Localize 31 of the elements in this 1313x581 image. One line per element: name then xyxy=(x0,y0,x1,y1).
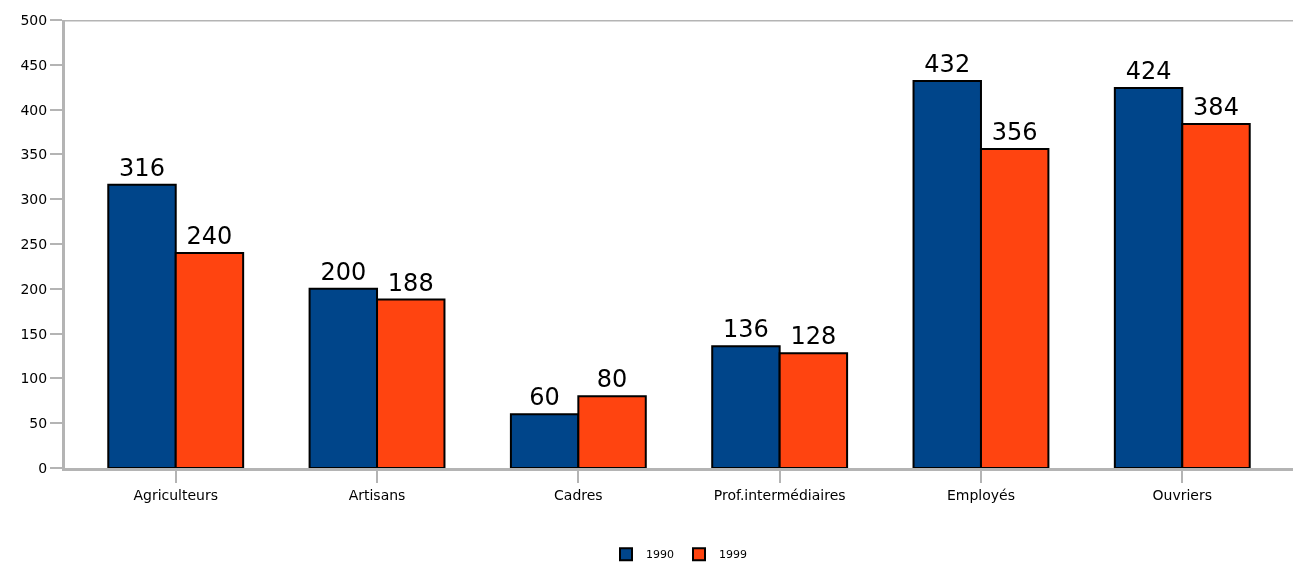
y-tick-label: 250 xyxy=(20,235,48,252)
y-tick-label: 200 xyxy=(20,280,48,297)
x-tick-label: Employés xyxy=(946,486,1015,503)
data-label: 60 xyxy=(529,383,560,412)
data-label: 188 xyxy=(387,268,434,297)
data-label: 80 xyxy=(596,365,628,394)
y-tick-label: 500 xyxy=(20,11,48,28)
y-tick-label: 450 xyxy=(20,56,48,73)
x-tick-label: Ouvriers xyxy=(1152,486,1213,503)
y-tick-label: 100 xyxy=(20,370,48,387)
y-tick-label: 400 xyxy=(20,101,48,118)
data-label: 128 xyxy=(790,322,837,351)
legend-label: 1999 xyxy=(719,548,747,562)
data-label: 384 xyxy=(1193,92,1239,121)
x-tick-label: Agriculteurs xyxy=(133,486,219,503)
y-tick-label: 50 xyxy=(29,415,48,432)
legend-label: 1990 xyxy=(646,548,674,562)
data-label: 316 xyxy=(119,153,165,182)
x-tick-label: Artisans xyxy=(348,486,406,503)
y-tick-label: 300 xyxy=(20,191,48,208)
data-label: 356 xyxy=(991,118,1038,147)
data-label: 432 xyxy=(924,49,971,78)
data-label: 200 xyxy=(320,257,367,286)
x-tick-label: Cadres xyxy=(554,486,603,503)
x-tick-label: Prof.intermédiaires xyxy=(713,486,846,503)
data-label: 136 xyxy=(723,315,769,344)
y-tick-label: 0 xyxy=(38,459,48,476)
data-label: 424 xyxy=(1125,57,1172,86)
data-label: 240 xyxy=(186,221,233,250)
y-tick-label: 150 xyxy=(20,325,48,342)
y-tick-label: 350 xyxy=(20,146,48,163)
